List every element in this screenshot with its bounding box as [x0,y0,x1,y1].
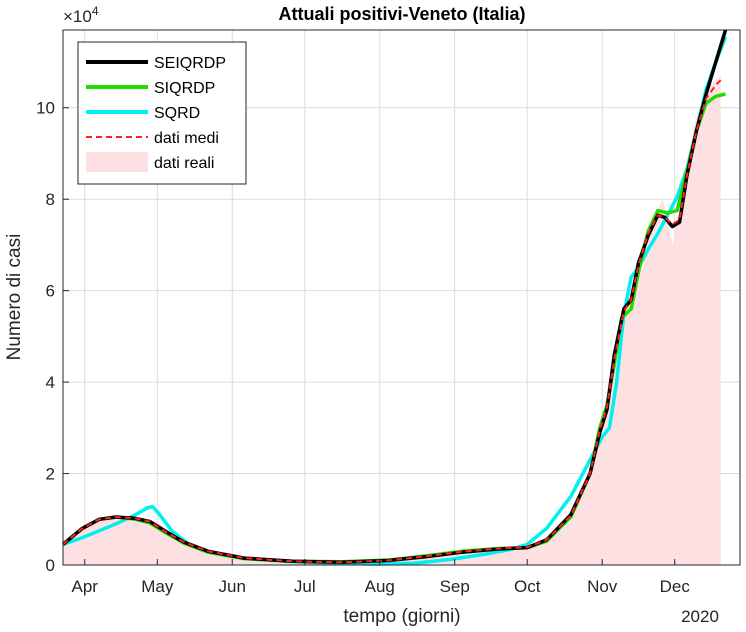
svg-text:×104: ×104 [63,4,99,26]
x-tick-label: Jul [294,577,316,596]
x-tick-label: Apr [72,577,99,596]
y-tick-label: 6 [46,282,55,301]
legend: SEIQRDP SIQRDP SQRD dati medi dati reali [77,41,247,185]
x-tick-label: Jun [219,577,246,596]
series-line-dati-medi [62,79,722,564]
series-area-dati-reali [63,75,721,565]
legend-label: SQRD [154,105,200,122]
series-line-seiqrdp [61,29,728,565]
legend-item-seiqrdp: SEIQRDP [86,55,226,72]
x-axis-title: tempo (giorni) [343,606,460,627]
line-layer [61,29,728,566]
y-tick-labels: 0 2 4 6 8 10 [36,99,55,575]
area-layer [63,75,721,565]
legend-label: SEIQRDP [154,55,226,72]
plot-frame [62,29,741,566]
y-tick-label: 0 [46,556,55,575]
chart-title: Attuali positivi-Veneto (Italia) [278,4,525,24]
legend-item-siqrdp: SIQRDP [86,80,215,97]
year-label: 2020 [681,607,719,626]
legend-label: SIQRDP [154,80,215,97]
y-axis-title: Numero di casi [4,234,25,361]
y-tick-label: 8 [46,190,55,209]
y-exponent-label: ×104 [63,4,99,26]
axis-ticks [63,107,676,566]
y-exponent-power: 4 [92,4,99,18]
legend-item-dati-medi: dati medi [86,130,219,147]
legend-item-sqrd: SQRD [86,105,200,122]
y-tick-label: 10 [36,99,55,118]
legend-item-dati-reali: dati reali [86,152,214,172]
x-tick-labels: Apr May Jun Jul Aug Sep Oct Nov Dec [72,577,691,596]
legend-label: dati medi [154,130,219,147]
legend-swatch [86,152,148,172]
x-tick-label: Nov [587,577,618,596]
x-tick-label: Dec [660,577,691,596]
x-tick-label: May [141,577,174,596]
y-exponent-base: ×10 [63,7,92,26]
x-tick-label: Aug [365,577,395,596]
x-tick-label: Sep [440,577,470,596]
x-tick-label: Oct [514,577,541,596]
legend-label: dati reali [154,155,214,172]
y-tick-label: 2 [46,465,55,484]
y-tick-label: 4 [46,373,55,392]
